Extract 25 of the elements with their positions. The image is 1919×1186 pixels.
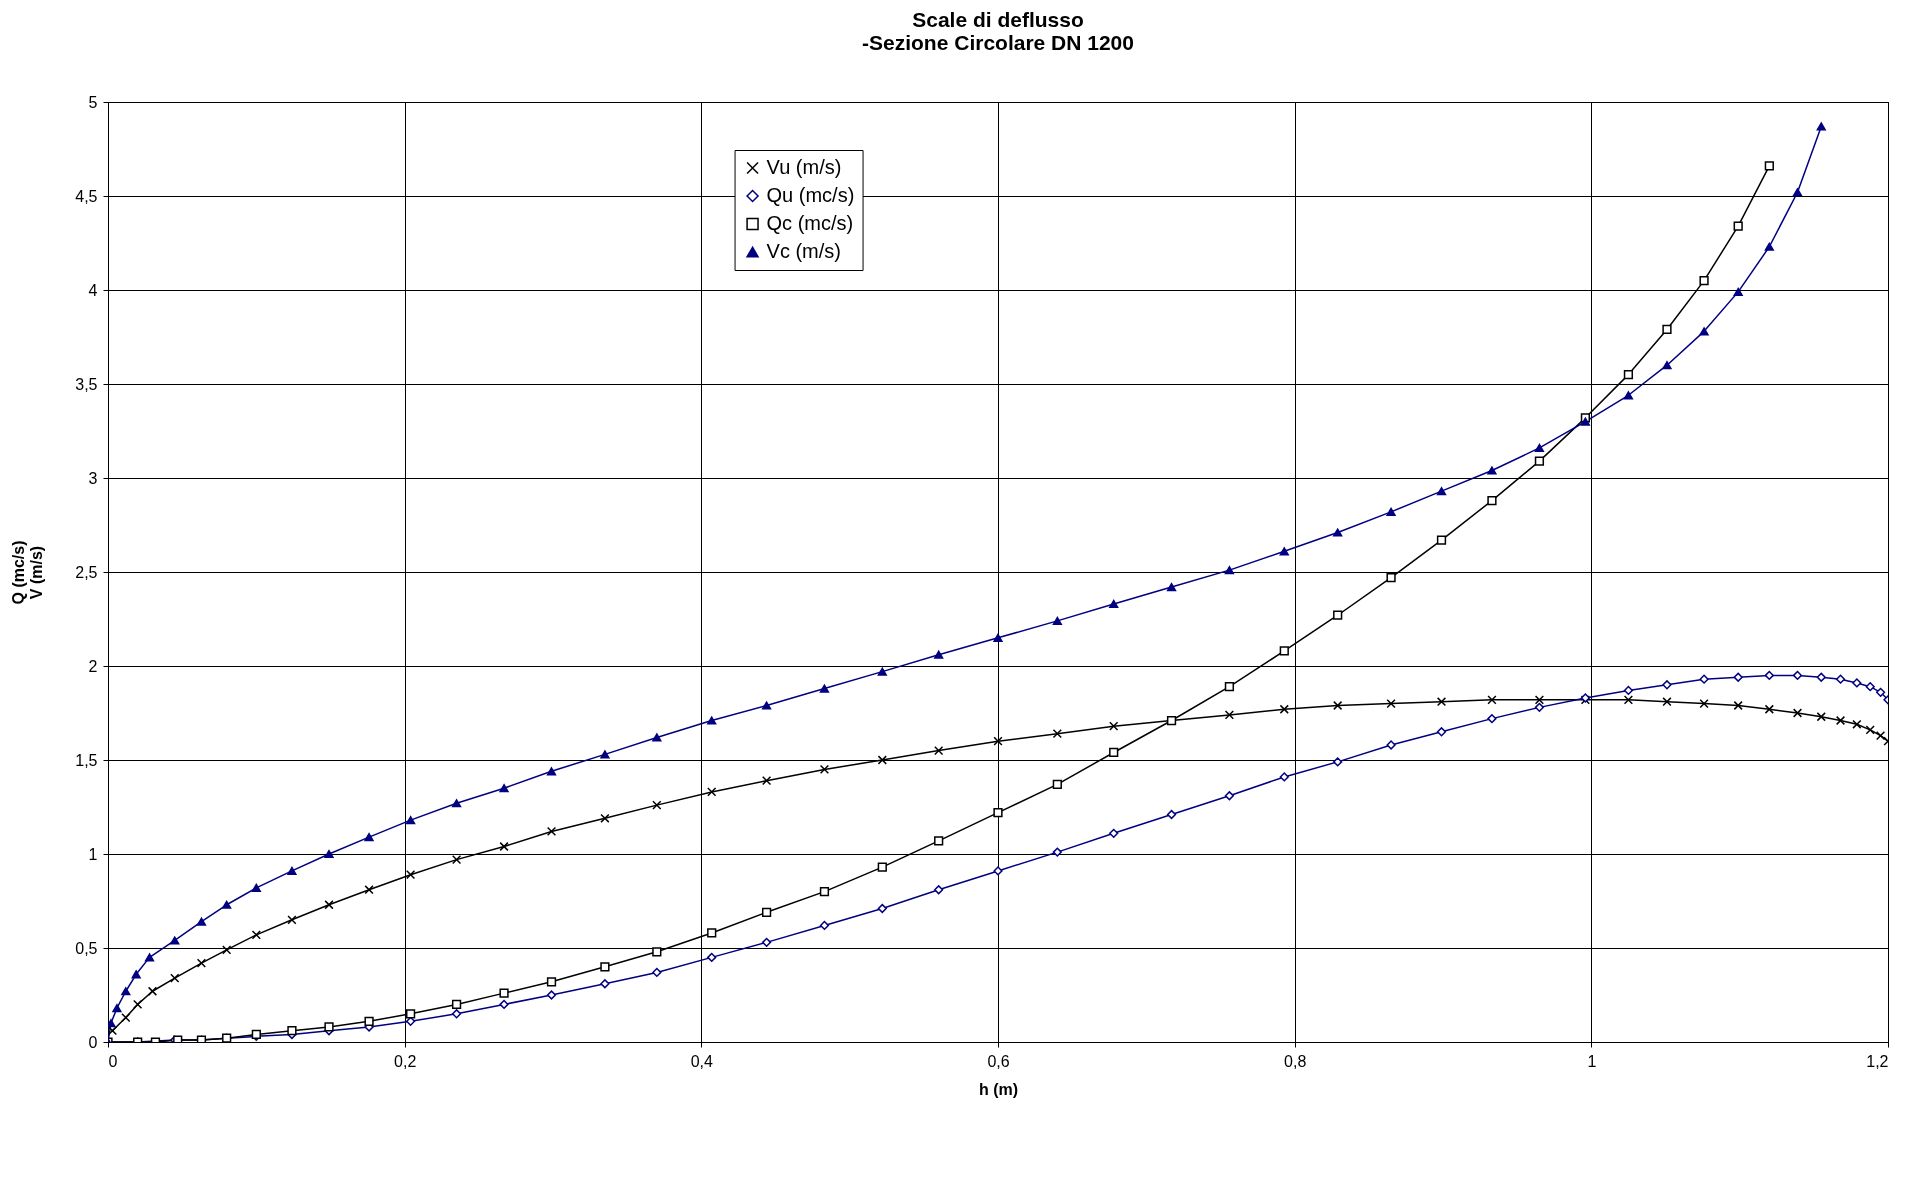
legend-label: Vc (m/s) [766,240,841,262]
chart-title: Scale di deflusso -Sezione Circolare DN 1200 [862,8,1134,54]
x-axis-title: h (m) [978,1080,1019,1098]
x-tick-label: 1,2 [1866,1052,1889,1070]
y-tick-label: 0 [88,1033,98,1051]
x-tick-label: 0,2 [394,1052,417,1070]
x-tick-label: 0,4 [690,1052,714,1070]
y-tick-label: 0,5 [75,939,98,957]
y-tick-label: 2 [88,657,98,675]
y-tick-label: 3,5 [75,375,98,393]
y-tick-label: 4 [88,281,98,299]
y-tick-label: 1 [88,845,98,863]
legend-label: Qc (mc/s) [766,212,854,234]
x-tick-label: 0 [108,1052,118,1070]
y-tick-label: 1,5 [75,751,98,769]
x-tick-label: 0,6 [987,1052,1010,1070]
y-tick-label: 3 [88,469,98,487]
y-tick-label: 5 [88,93,98,111]
y-tick-label: 4,5 [75,187,98,205]
x-tick-label: 1 [1587,1052,1597,1070]
y-axis-title: Q (mc/s) V (m/s) [10,540,46,605]
x-tick-label: 0,8 [1284,1052,1307,1070]
y-tick-label: 2,5 [75,563,98,581]
legend-label: Vu (m/s) [766,156,842,178]
legend-label: Qu (mc/s) [766,184,855,206]
